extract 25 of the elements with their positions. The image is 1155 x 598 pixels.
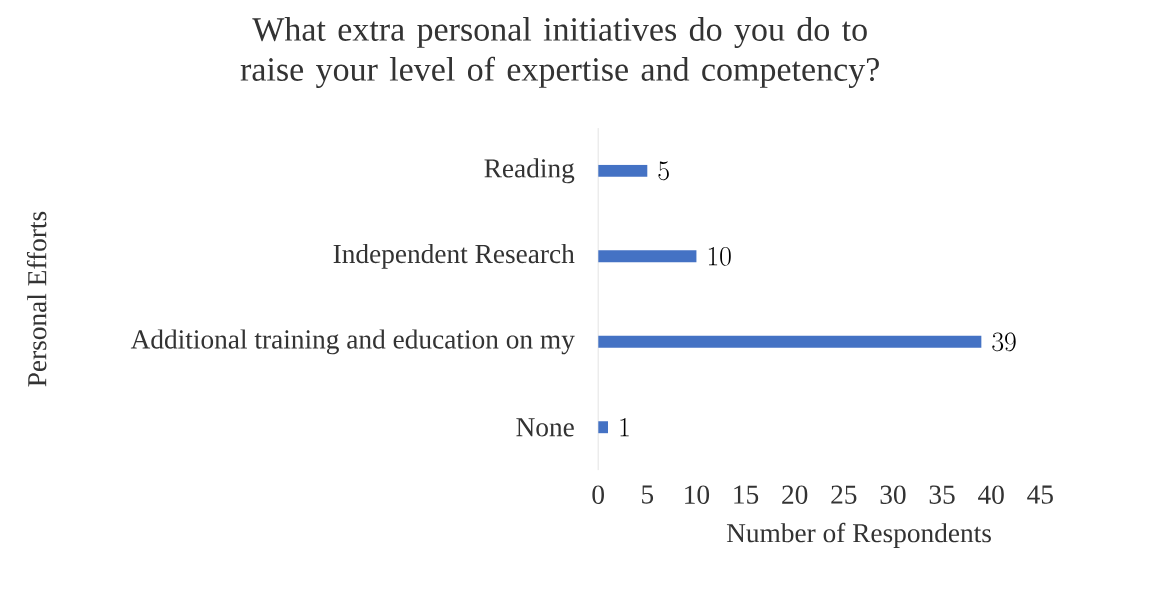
x-tick-label: 45 — [1027, 485, 1053, 504]
data-label: 39 — [992, 332, 1016, 352]
bar — [598, 335, 982, 348]
x-tick-label: 35 — [929, 485, 955, 504]
x-tick-label: 40 — [978, 485, 1004, 504]
y-tick-label: Independent Research — [333, 243, 575, 269]
x-tick-label: 0 — [592, 485, 604, 504]
y-tick-label: None — [516, 418, 574, 437]
bar — [598, 250, 697, 263]
bar — [598, 164, 648, 177]
data-label: 5 — [658, 161, 669, 181]
data-label: 1 — [620, 417, 629, 437]
y-tick-label: Reading — [484, 158, 575, 184]
data-label: 10 — [708, 246, 731, 266]
x-tick-label: 30 — [880, 485, 906, 504]
chart-title: What extra personal initiatives do you do to raise your level of expertise and competency? — [240, 16, 879, 88]
x-tick-label: 5 — [642, 485, 654, 504]
y-tick-label: Additional training and education on my — [130, 329, 575, 355]
y-axis-title: Personal Efforts — [26, 211, 47, 387]
x-tick-label: 20 — [782, 485, 808, 504]
x-tick-label: 10 — [685, 485, 710, 504]
x-axis-title: Number of Respondents — [726, 522, 991, 548]
bar — [598, 421, 608, 434]
x-tick-label: 15 — [734, 485, 759, 504]
x-tick-label: 25 — [831, 485, 857, 504]
